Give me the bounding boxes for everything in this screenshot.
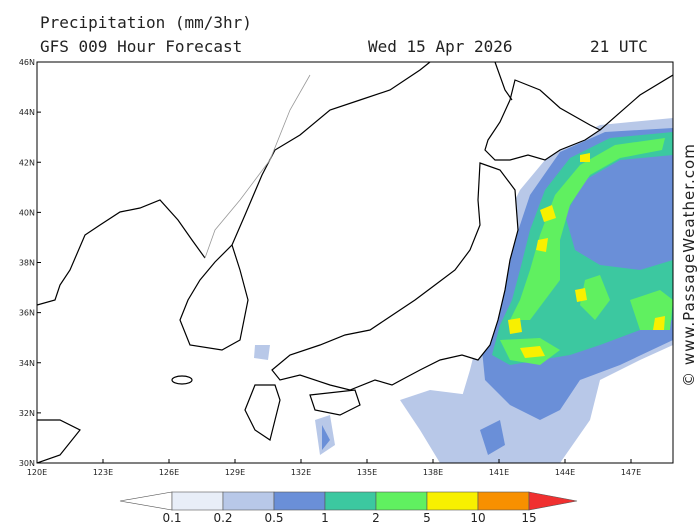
lat-label: 36N (19, 309, 35, 318)
lat-label: 34N (19, 359, 35, 368)
colorbar: 0.1 0.2 0.5 1 2 5 10 15 (119, 491, 578, 525)
colorbar-label: 10 (470, 511, 485, 525)
colorbar-label: 0.5 (264, 511, 283, 525)
lon-label: 120E (27, 468, 47, 477)
colorbar-end (528, 491, 578, 511)
time: 21 UTC (590, 37, 648, 56)
map (37, 62, 673, 463)
lat-label: 32N (19, 409, 35, 418)
lat-label: 38N (19, 259, 35, 268)
precipitation (254, 118, 673, 463)
lon-label: 141E (489, 468, 509, 477)
lat-label: 30N (19, 459, 35, 468)
colorbar-label: 5 (423, 511, 431, 525)
lat-label: 46N (19, 58, 35, 67)
lon-label: 126E (159, 468, 179, 477)
colorbar-start (119, 491, 173, 511)
lon-label: 144E (555, 468, 575, 477)
lat-label: 44N (19, 108, 35, 117)
coastlines (37, 62, 673, 463)
lon-label: 138E (423, 468, 443, 477)
colorbar-segment (171, 491, 224, 511)
lon-label: 147E (621, 468, 641, 477)
colorbar-label: 2 (372, 511, 380, 525)
lon-label: 135E (357, 468, 377, 477)
colorbar-segment (273, 491, 326, 511)
colorbar-segment (477, 491, 530, 511)
colorbar-segment (222, 491, 275, 511)
colorbar-label: 15 (521, 511, 536, 525)
lon-label: 129E (225, 468, 245, 477)
lon-labels: 120E 123E 126E 129E 132E 135E 138E 141E 144E 147E (27, 459, 641, 477)
lat-labels: 46N 44N 42N 40N 38N 36N 34N 32N 30N (19, 58, 41, 468)
lon-label: 123E (93, 468, 113, 477)
title: Precipitation (mm/3hr) (40, 13, 252, 32)
colorbar-segment (375, 491, 428, 511)
lat-label: 40N (19, 208, 35, 217)
subtitle: GFS 009 Hour Forecast (40, 37, 242, 56)
colorbar-segment (426, 491, 479, 511)
colorbar-label: 0.2 (213, 511, 232, 525)
credit: © www.PassageWeather.com (680, 143, 698, 387)
colorbar-segment (324, 491, 377, 511)
lat-label: 42N (19, 158, 35, 167)
colorbar-label: 0.1 (162, 511, 181, 525)
colorbar-label: 1 (321, 511, 329, 525)
lon-label: 132E (291, 468, 311, 477)
date: Wed 15 Apr 2026 (368, 37, 513, 56)
